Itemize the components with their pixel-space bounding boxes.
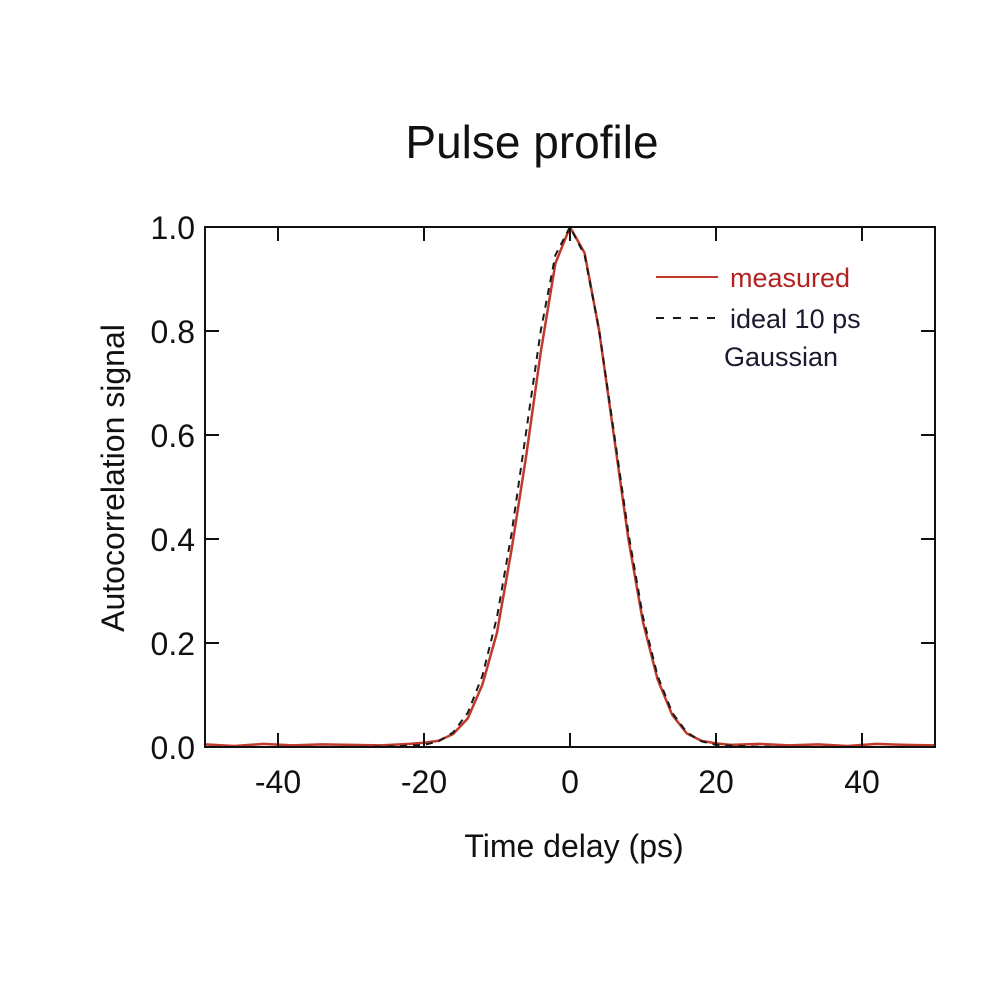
- x-axis-label: Time delay (ps): [464, 828, 683, 864]
- y-tick-label: 1.0: [151, 210, 195, 246]
- y-tick-label: 0.0: [151, 730, 195, 766]
- legend-label-measured: measured: [730, 263, 850, 293]
- y-axis-label: Autocorrelation signal: [95, 324, 131, 632]
- legend: measured ideal 10 ps Gaussian: [656, 263, 861, 372]
- x-tick-label: 0: [561, 764, 579, 800]
- x-tick-label: 20: [698, 764, 734, 800]
- series-line-ideal-gaussian: [205, 226, 935, 748]
- chart-title: Pulse profile: [405, 116, 658, 168]
- legend-label-gaussian: Gaussian: [724, 342, 838, 372]
- x-tick-label: 40: [844, 764, 880, 800]
- y-tick-label: 0.8: [151, 314, 195, 350]
- ticks-layer: -40 -20 0 20 40 0.0 0.2 0.4 0.6 0.8 1.0: [151, 210, 935, 800]
- y-tick-label: 0.2: [151, 626, 195, 662]
- x-tick-label: -40: [255, 764, 301, 800]
- y-tick-label: 0.6: [151, 418, 195, 454]
- y-tick-label: 0.4: [151, 522, 195, 558]
- x-tick-label: -20: [401, 764, 447, 800]
- legend-label-ideal: ideal 10 ps: [730, 304, 861, 334]
